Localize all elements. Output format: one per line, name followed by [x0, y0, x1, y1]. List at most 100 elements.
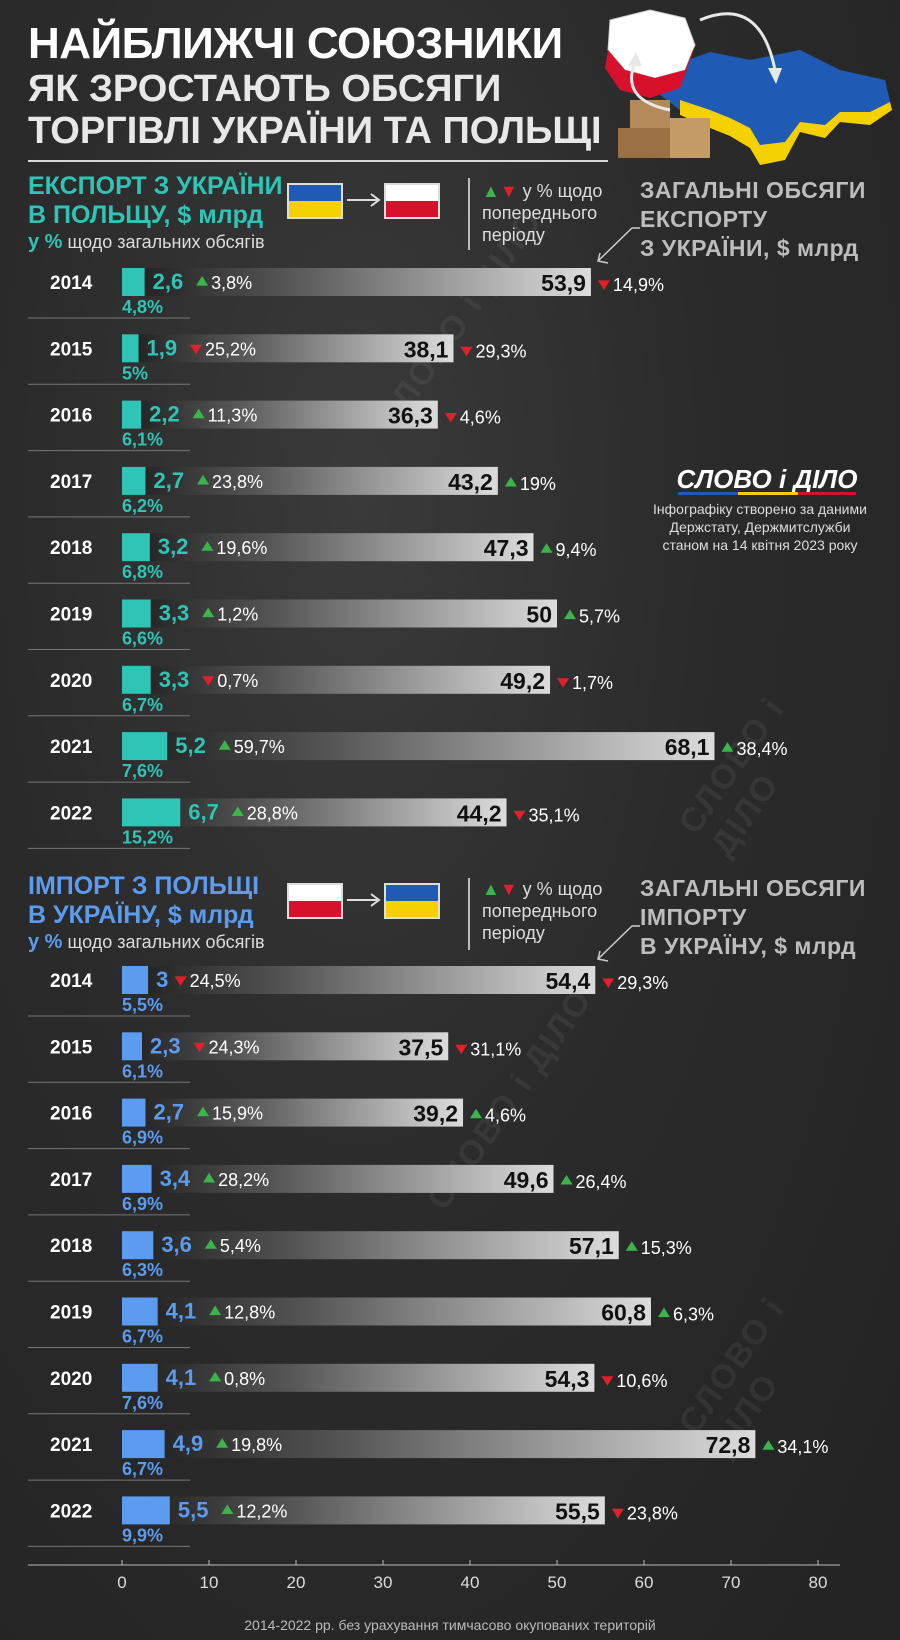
total-value-label: 36,3 — [388, 403, 433, 429]
partner-bar — [122, 798, 181, 827]
total-change-triangle-icon — [602, 978, 615, 988]
x-tick-label: 40 — [461, 1573, 480, 1592]
ukraine-flag-icon — [384, 883, 440, 919]
x-tick-label: 60 — [635, 1573, 654, 1592]
year-label: 2016 — [50, 406, 92, 427]
export-row-2021: 2021 68,1 38,4% 5,2 59,7% 7,6% — [28, 732, 788, 783]
total-change-triangle-icon — [597, 280, 610, 290]
partner-change-triangle-icon — [196, 474, 209, 485]
year-label: 2014 — [50, 273, 93, 294]
partner-change-label: 59,7% — [234, 737, 285, 757]
total-change-label: 29,3% — [475, 341, 526, 361]
total-bar — [122, 1297, 651, 1326]
share-label: 6,8% — [122, 562, 163, 582]
partner-change-triangle-icon — [193, 1042, 206, 1053]
x-tick-label: 10 — [200, 1573, 219, 1592]
total-change-label: 29,3% — [617, 973, 668, 993]
partner-value-label: 4,9 — [173, 1431, 204, 1456]
total-change-label: 14,9% — [613, 275, 664, 295]
year-label: 2016 — [50, 1104, 92, 1125]
partner-change-triangle-icon — [201, 541, 214, 551]
partner-change-label: 0,8% — [224, 1369, 265, 1389]
export-row-2022: 2022 44,2 35,1% 6,7 28,8% 15,2% — [28, 798, 580, 849]
partner-change-triangle-icon — [192, 408, 205, 419]
share-label: 6,6% — [122, 629, 163, 649]
export-share-caption: у % щодо загальних обсягів — [28, 231, 265, 253]
up-triangle-icon: ▲ — [482, 181, 500, 201]
partner-change-label: 24,3% — [209, 1037, 260, 1057]
import-legend-separator — [468, 878, 470, 950]
ukraine-map-lower — [680, 100, 892, 165]
partner-bar — [122, 599, 151, 628]
import-row-2015: 2015 37,5 31,1% 2,3 24,3% 6,1% — [28, 1032, 521, 1083]
import-total-title: ЗАГАЛЬНІ ОБСЯГИ ІМПОРТУ В УКРАЇНУ, $ млр… — [640, 875, 866, 959]
import-change-legend: ▲▼ у % щодо попереднього періоду — [482, 879, 603, 943]
title-underline — [28, 160, 608, 162]
total-change-label: 15,3% — [641, 1238, 692, 1258]
share-label: 4,8% — [122, 297, 163, 317]
export-row-2015: 2015 38,1 29,3% 1,9 25,2% 5% — [28, 334, 527, 385]
year-label: 2020 — [50, 1369, 92, 1390]
partner-change-label: 28,2% — [218, 1170, 269, 1190]
year-label: 2018 — [50, 538, 92, 559]
partner-change-triangle-icon — [202, 607, 215, 618]
x-tick-label: 0 — [117, 1573, 126, 1592]
year-label: 2018 — [50, 1236, 92, 1257]
partner-change-label: 1,2% — [217, 605, 258, 625]
year-label: 2017 — [50, 1170, 92, 1191]
import-row-2022: 2022 55,5 23,8% 5,5 12,2% 9,9% — [28, 1496, 678, 1547]
total-change-triangle-icon — [455, 1044, 468, 1055]
total-value-label: 72,8 — [706, 1432, 751, 1458]
x-tick-label: 80 — [809, 1573, 828, 1592]
partner-bar — [122, 1231, 154, 1260]
partner-value-label: 4,1 — [166, 1299, 197, 1324]
slovo-i-dilo-logo: СЛОВО і ДІЛО — [677, 464, 857, 495]
total-bar — [122, 798, 507, 827]
arrow-right-icon — [347, 893, 381, 907]
total-bar — [122, 732, 715, 761]
year-label: 2017 — [50, 472, 92, 493]
partner-change-triangle-icon — [203, 1172, 216, 1183]
partner-value-label: 5,2 — [175, 733, 206, 758]
year-label: 2015 — [50, 1037, 93, 1058]
partner-value-label: 2,6 — [153, 269, 184, 294]
total-bar — [122, 466, 498, 495]
partner-change-triangle-icon — [196, 276, 209, 286]
year-label: 2022 — [50, 1501, 92, 1522]
total-change-label: 1,7% — [572, 673, 613, 693]
export-row-2017: 2017 43,2 19% 2,7 23,8% 6,2% — [28, 466, 556, 518]
partner-change-label: 0,7% — [217, 671, 258, 691]
total-change-label: 35,1% — [529, 805, 580, 825]
year-label: 2019 — [50, 1303, 92, 1324]
total-bar — [122, 268, 591, 296]
total-value-label: 55,5 — [555, 1498, 600, 1524]
total-change-label: 5,7% — [579, 607, 620, 627]
total-value-label: 50 — [526, 602, 552, 628]
partner-value-label: 1,9 — [147, 335, 178, 360]
down-triangle-icon: ▼ — [499, 879, 518, 899]
share-label: 9,9% — [122, 1525, 163, 1545]
title-line-1: НАЙБЛИЖЧІ СОЮЗНИКИ — [28, 19, 563, 68]
year-label: 2020 — [50, 671, 92, 692]
partner-value-label: 2,7 — [153, 1100, 184, 1125]
total-change-label: 31,1% — [470, 1039, 521, 1059]
total-change-label: 6,3% — [673, 1305, 714, 1325]
total-bar — [122, 665, 551, 694]
share-label: 6,1% — [122, 430, 163, 450]
share-label: 6,2% — [122, 496, 163, 516]
connector-arrowhead — [597, 252, 609, 264]
total-change-triangle-icon — [560, 1174, 573, 1185]
total-value-label: 68,1 — [665, 734, 710, 760]
total-change-triangle-icon — [625, 1241, 638, 1251]
total-value-label: 38,1 — [404, 336, 449, 362]
partner-change-triangle-icon — [231, 806, 244, 816]
total-bar — [122, 1164, 554, 1193]
partner-value-label: 2,3 — [150, 1033, 181, 1058]
total-change-triangle-icon — [557, 678, 570, 688]
total-change-triangle-icon — [601, 1376, 614, 1386]
partner-value-label: 2,2 — [149, 402, 180, 427]
partner-value-label: 4,1 — [166, 1365, 197, 1390]
total-value-label: 54,3 — [545, 1366, 590, 1392]
total-value-label: 49,6 — [504, 1167, 549, 1193]
